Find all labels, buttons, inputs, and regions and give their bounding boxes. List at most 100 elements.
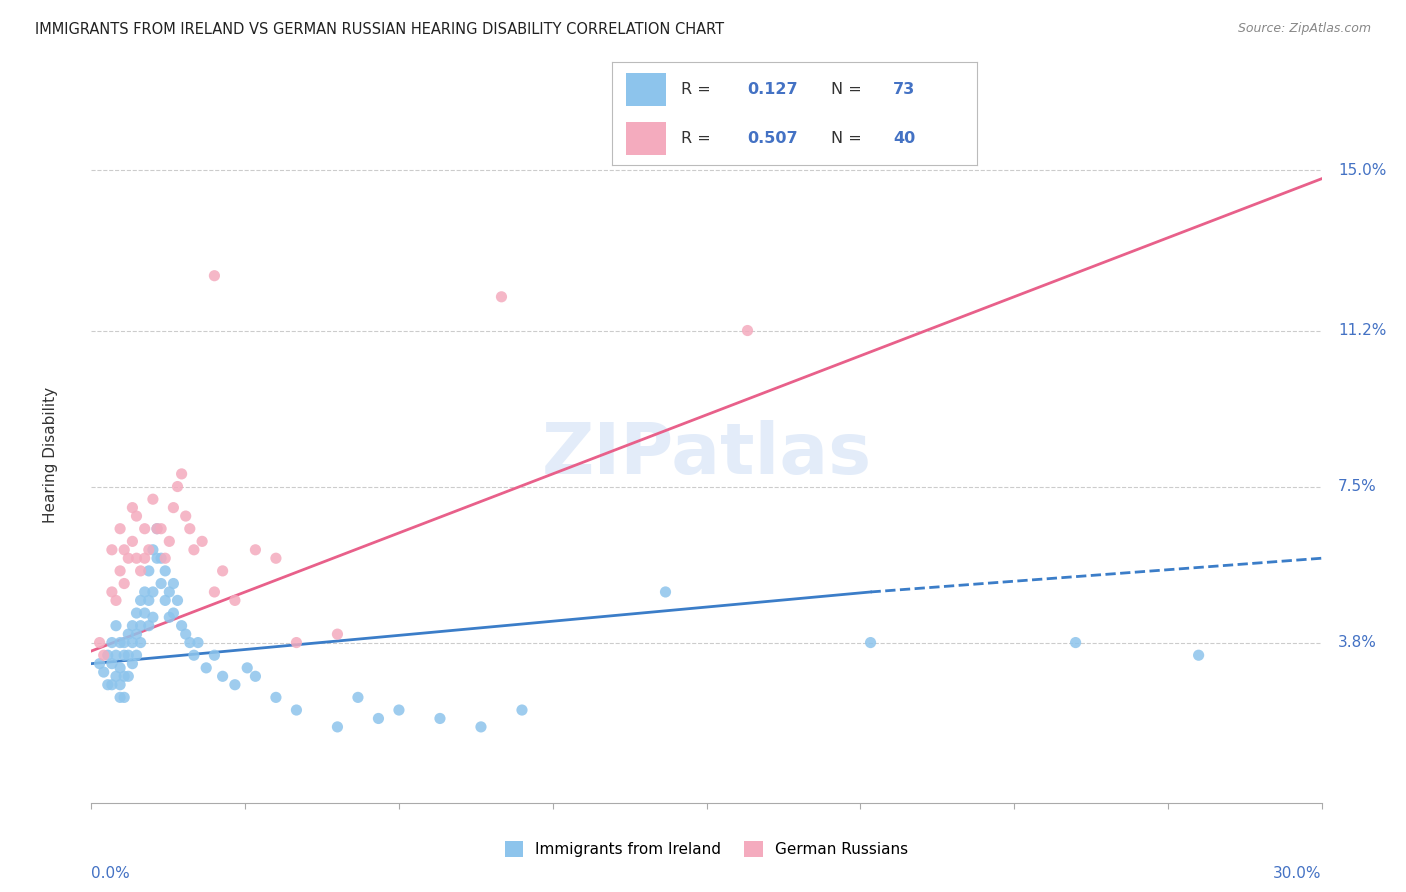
Point: [202, 268, 225, 283]
Text: Hearing Disability: Hearing Disability: [44, 387, 58, 523]
Point: [187, 635, 209, 649]
Point: [117, 627, 139, 641]
Point: [142, 585, 165, 599]
Point: [93, 665, 115, 679]
Point: [108, 661, 131, 675]
Point: [134, 606, 156, 620]
Point: [510, 703, 533, 717]
Point: [179, 635, 201, 649]
Point: [101, 678, 124, 692]
Point: [202, 585, 225, 599]
Point: [142, 542, 165, 557]
Point: [112, 669, 135, 683]
Text: R =: R =: [681, 81, 716, 96]
Point: [153, 551, 177, 566]
Text: IMMIGRANTS FROM IRELAND VS GERMAN RUSSIAN HEARING DISABILITY CORRELATION CHART: IMMIGRANTS FROM IRELAND VS GERMAN RUSSIA…: [35, 22, 724, 37]
Text: 30.0%: 30.0%: [1274, 866, 1322, 881]
Text: 0.127: 0.127: [747, 81, 797, 96]
Point: [491, 290, 513, 304]
Point: [170, 467, 193, 481]
Point: [150, 551, 173, 566]
Point: [191, 534, 214, 549]
Point: [264, 551, 287, 566]
Point: [97, 648, 120, 663]
Point: [146, 522, 169, 536]
Point: [174, 509, 197, 524]
Point: [121, 618, 143, 632]
Point: [89, 657, 111, 671]
Point: [129, 635, 152, 649]
Text: 7.5%: 7.5%: [1339, 479, 1376, 494]
Point: [285, 635, 308, 649]
Point: [162, 500, 184, 515]
Point: [129, 618, 152, 632]
Point: [224, 593, 246, 607]
Point: [134, 585, 156, 599]
Text: 0.507: 0.507: [747, 131, 797, 146]
Point: [125, 509, 148, 524]
Point: [142, 492, 165, 507]
Text: N =: N =: [831, 131, 868, 146]
Point: [129, 564, 152, 578]
Point: [117, 669, 139, 683]
Point: [101, 542, 124, 557]
Point: [121, 500, 143, 515]
Point: [157, 610, 180, 624]
Bar: [626, 122, 666, 155]
Point: [470, 720, 492, 734]
Point: [138, 593, 160, 607]
Point: [264, 690, 287, 705]
Point: [125, 648, 148, 663]
Point: [367, 711, 389, 725]
Point: [211, 564, 233, 578]
Point: [117, 648, 139, 663]
Point: [101, 635, 124, 649]
Point: [101, 585, 124, 599]
Point: [112, 648, 135, 663]
Point: [183, 542, 205, 557]
Point: [108, 635, 131, 649]
Point: [146, 522, 169, 536]
Point: [112, 542, 135, 557]
Point: [125, 627, 148, 641]
Text: 15.0%: 15.0%: [1339, 163, 1386, 178]
Point: [236, 661, 259, 675]
Point: [859, 635, 882, 649]
Text: N =: N =: [831, 81, 868, 96]
Point: [162, 576, 184, 591]
Point: [138, 564, 160, 578]
Point: [195, 661, 218, 675]
Text: ZIPatlas: ZIPatlas: [541, 420, 872, 490]
Point: [326, 627, 349, 641]
Point: [737, 324, 759, 338]
Point: [157, 585, 180, 599]
Point: [179, 522, 201, 536]
Text: 3.8%: 3.8%: [1339, 635, 1376, 650]
Point: [142, 610, 165, 624]
Bar: [626, 73, 666, 105]
Point: [108, 522, 131, 536]
Text: R =: R =: [681, 131, 716, 146]
Point: [117, 551, 139, 566]
Point: [121, 534, 143, 549]
Point: [150, 576, 173, 591]
Point: [211, 669, 233, 683]
Point: [174, 627, 197, 641]
Point: [121, 635, 143, 649]
Point: [157, 534, 180, 549]
Point: [183, 648, 205, 663]
Point: [93, 648, 115, 663]
Point: [112, 576, 135, 591]
Point: [150, 522, 173, 536]
Point: [166, 593, 188, 607]
Point: [153, 593, 177, 607]
Point: [138, 542, 160, 557]
Point: [245, 669, 267, 683]
Point: [153, 564, 177, 578]
Point: [97, 678, 120, 692]
Text: 73: 73: [893, 81, 915, 96]
Point: [429, 711, 451, 725]
Point: [112, 690, 135, 705]
Point: [108, 678, 131, 692]
Point: [105, 618, 127, 632]
